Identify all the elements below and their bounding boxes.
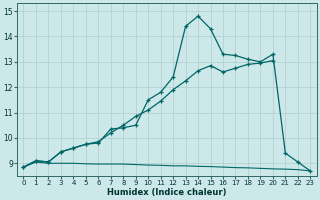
X-axis label: Humidex (Indice chaleur): Humidex (Indice chaleur) — [107, 188, 227, 197]
